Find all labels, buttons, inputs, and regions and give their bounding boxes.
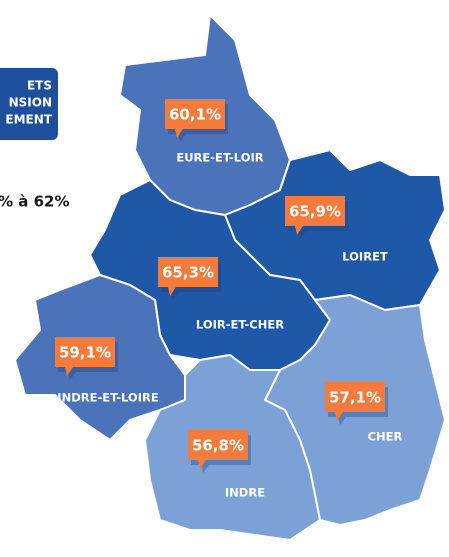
value-label: 60,1% (169, 106, 221, 124)
region-name: INDRE-ET-LOIRE (57, 391, 159, 405)
value-label: 56,8% (192, 437, 244, 455)
callout (158, 257, 218, 296)
callout (285, 196, 345, 235)
legend-range: % à 62% (0, 193, 70, 211)
callout (188, 430, 248, 469)
region-name: CHER (368, 430, 403, 444)
callout (55, 337, 115, 376)
value-label: 57,1% (329, 389, 381, 407)
region-name: INDRE (225, 486, 265, 500)
legend-line: NSION (9, 96, 52, 110)
callout (325, 382, 385, 421)
value-label: 59,1% (59, 344, 111, 362)
region-name: LOIR-ET-CHER (196, 318, 284, 332)
region-name: LOIRET (342, 250, 388, 264)
value-label: 65,3% (162, 264, 214, 282)
legend-line: EMENT (5, 113, 52, 127)
callout (165, 99, 225, 138)
region-name: EURE-ET-LOIR (176, 151, 263, 165)
value-label: 65,9% (289, 203, 341, 221)
legend-box (0, 68, 58, 140)
legend-line: ETS (27, 79, 52, 93)
